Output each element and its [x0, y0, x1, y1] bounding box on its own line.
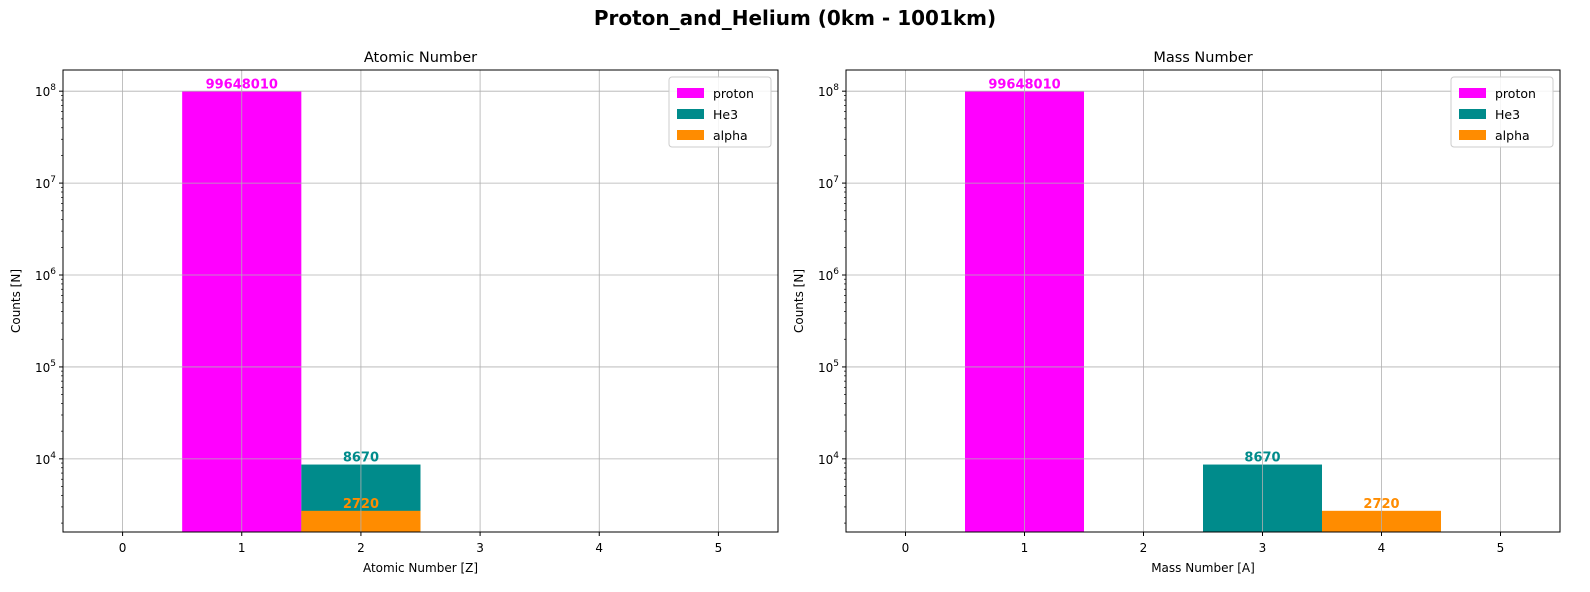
figure-title: Proton_and_Helium (0km - 1001km) — [593, 6, 997, 30]
x-tick-label: 1 — [238, 541, 246, 555]
x-axis-label: Atomic Number [Z] — [363, 561, 478, 575]
x-tick-label: 0 — [119, 541, 127, 555]
bar-value-label-alpha: 2720 — [1363, 497, 1399, 512]
chart-panel-1: 99648010 8670 2720 0 1 2 3 4 5 104 105 106 107 108 Ato… — [9, 50, 779, 575]
x-tick-label: 2 — [1140, 541, 1148, 555]
bar-value-label-proton: 99648010 — [206, 77, 278, 92]
legend-swatch-He3 — [1459, 109, 1486, 119]
x-tick-label: 5 — [715, 541, 723, 555]
bar-value-label-He3: 8670 — [343, 451, 379, 466]
legend-swatch-He3 — [677, 109, 704, 119]
y-tick-label: 107 — [35, 175, 56, 191]
x-tick-label: 2 — [357, 541, 365, 555]
axes-frame — [62, 69, 779, 533]
bar-value-label-He3: 8670 — [1244, 451, 1280, 466]
x-axis-label: Mass Number [A] — [1151, 561, 1255, 575]
legend-label-alpha: alpha — [1495, 128, 1530, 143]
y-tick-label: 104 — [818, 451, 839, 467]
legend-label-He3: He3 — [713, 107, 738, 122]
bar-value-label-proton: 99648010 — [988, 77, 1060, 92]
y-tick-label: 108 — [818, 83, 839, 99]
y-tick-label: 104 — [35, 451, 56, 467]
legend-label-He3: He3 — [1495, 107, 1520, 122]
y-axis-label: Counts [N] — [9, 269, 23, 333]
bar-value-label-alpha: 2720 — [343, 497, 379, 512]
legend-swatch-alpha — [677, 130, 704, 140]
x-tick-label: 4 — [1378, 541, 1386, 555]
y-tick-label: 108 — [35, 83, 56, 99]
y-tick-label: 107 — [818, 175, 839, 191]
x-tick-label: 0 — [902, 541, 910, 555]
y-tick-label: 105 — [818, 359, 839, 375]
legend-swatch-proton — [677, 88, 704, 98]
y-axis-label: Counts [N] — [792, 269, 806, 333]
chart-panel-2: 99648010 8670 2720 0 1 2 3 4 5 104 105 106 107 108 Mas… — [792, 50, 1561, 575]
x-tick-label: 5 — [1497, 541, 1505, 555]
x-tick-label: 3 — [1259, 541, 1267, 555]
legend-swatch-alpha — [1459, 130, 1486, 140]
y-tick-label: 105 — [35, 359, 56, 375]
legend-label-proton: proton — [713, 86, 754, 101]
y-tick-label: 106 — [35, 267, 56, 283]
legend-swatch-proton — [1459, 88, 1486, 98]
x-tick-label: 4 — [595, 541, 603, 555]
axes-frame — [845, 69, 1561, 533]
x-tick-label: 1 — [1021, 541, 1029, 555]
x-tick-label: 3 — [476, 541, 484, 555]
panel-title: Atomic Number — [364, 50, 477, 66]
legend-label-proton: proton — [1495, 86, 1536, 101]
legend-label-alpha: alpha — [713, 128, 748, 143]
y-tick-label: 106 — [818, 267, 839, 283]
panel-title: Mass Number — [1153, 50, 1252, 66]
